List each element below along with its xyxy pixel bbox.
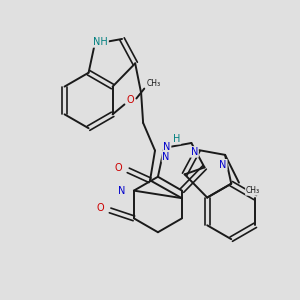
Text: O: O <box>96 203 104 214</box>
Text: CH₃: CH₃ <box>146 79 160 88</box>
Text: N: N <box>163 142 171 152</box>
Text: O: O <box>115 164 122 173</box>
Text: N: N <box>191 147 198 157</box>
Text: NH: NH <box>93 37 108 47</box>
Text: N: N <box>219 160 227 170</box>
Text: N: N <box>118 186 126 196</box>
Text: CH₃: CH₃ <box>246 186 260 195</box>
Text: O: O <box>127 95 134 106</box>
Text: N: N <box>162 152 170 162</box>
Text: H: H <box>173 134 181 144</box>
